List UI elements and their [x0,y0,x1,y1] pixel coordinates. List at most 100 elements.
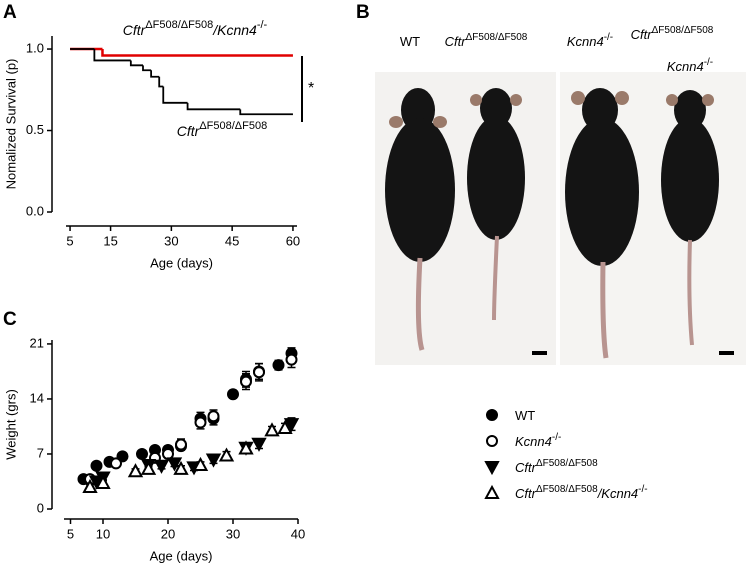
label-part: -/- [257,19,268,31]
series-label: CftrΔF508/ΔF508 [177,120,267,139]
data-point [90,459,103,472]
y-tick-label: 0 [37,500,44,515]
x-tick-label: 30 [226,526,240,541]
x-tick-label: 30 [164,233,178,248]
photo-panel [375,72,746,365]
scale-bar [532,351,547,355]
survival-step [158,76,164,88]
label-part: ΔF508/ΔF508 [199,120,267,132]
label-part: WT [400,34,420,49]
x-tick-label: 45 [225,233,239,248]
label-part: ΔF508/ΔF508 [536,458,598,469]
panel-letter: B [356,2,370,23]
photo-label: CftrΔF508/ΔF508 [631,25,714,42]
label-part: ΔF508/ΔF508 [536,484,598,495]
x-tick-label: 5 [66,233,73,248]
data-point [227,388,239,401]
data-point [166,457,183,472]
mouse [385,88,455,351]
data-point [153,459,170,474]
x-tick-label: 40 [291,526,305,541]
series-label: CftrΔF508/ΔF508/Kcnn4-/- [123,19,268,38]
legend-marker [486,409,498,421]
y-tick-label: 0.0 [26,203,44,218]
legend-marker [484,461,500,476]
label-part: ΔF508/ΔF508 [466,32,528,43]
data-point [283,418,300,433]
label-part: Kcnn4 [667,59,704,74]
legend-label: CftrΔF508/ΔF508 [515,458,598,475]
data-point [140,460,157,475]
data-point [240,375,252,388]
label-part: WT [515,408,535,423]
y-axis-label: Nomalized Survival (p) [3,59,18,190]
x-axis-label: Age (days) [150,548,213,563]
x-tick-label: 15 [103,233,117,248]
data-point [110,457,122,470]
data-point [116,450,129,463]
photo-label: Kcnn4-/- [667,57,713,74]
legend-label: Kcnn4-/- [515,432,561,449]
data-point [175,438,187,451]
mouse [565,88,639,359]
legend-marker [484,484,500,499]
data-point [277,419,293,435]
data-point [207,410,220,423]
survival-step [93,49,131,62]
y-tick-label: 0.5 [26,122,44,137]
y-axis-label: Weight (grs) [3,389,18,460]
label-part: /Kcnn4 [212,22,257,38]
data-point [285,353,298,366]
survival-step [162,86,188,104]
data-point [127,463,144,478]
data-point [194,416,207,429]
survival-step [186,102,241,111]
panel-letter: C [3,309,17,330]
x-tick-label: 60 [286,233,300,248]
y-tick-label: 21 [30,335,44,350]
x-tick-label: 10 [96,526,110,541]
label-part: ΔF508/ΔF508 [652,25,714,36]
survival-step [150,70,160,78]
data-point [192,456,209,471]
label-part: Kcnn4 [567,34,604,49]
survival-step [101,49,293,57]
data-point [173,460,189,475]
legend-marker [486,435,498,447]
legend-label: CftrΔF508/ΔF508/Kcnn4-/- [515,484,648,501]
data-point [253,366,265,379]
label-part: /Kcnn4 [597,486,638,501]
label-part: -/- [638,484,647,495]
data-point [205,453,222,468]
scale-bar [719,351,734,355]
photo-label: WT [400,34,420,49]
data-point [136,447,148,460]
label-part: Cftr [631,27,653,42]
x-tick-label: 20 [161,526,175,541]
label-part: Cftr [123,22,147,38]
y-tick-label: 1.0 [26,40,44,55]
data-point [218,447,235,462]
photo-label: Kcnn4-/- [567,32,613,49]
y-tick-label: 7 [37,445,44,460]
label-part: Cftr [445,34,467,49]
data-point [238,440,254,455]
survival-step [142,65,152,72]
label-part: Cftr [515,486,537,501]
survival-step [239,109,293,116]
label-part: -/- [552,432,561,443]
x-tick-label: 5 [67,526,74,541]
mouse [467,88,525,321]
data-point [264,422,280,437]
data-point [272,359,285,372]
panel-letter: A [3,2,17,23]
mouse [661,90,719,346]
y-tick-label: 14 [30,390,44,405]
survival-step [129,60,143,67]
label-part: Cftr [515,460,537,475]
label-part: Cftr [177,123,201,139]
data-point [251,437,267,452]
label-part: -/- [704,57,713,68]
annotation: * [308,80,314,97]
